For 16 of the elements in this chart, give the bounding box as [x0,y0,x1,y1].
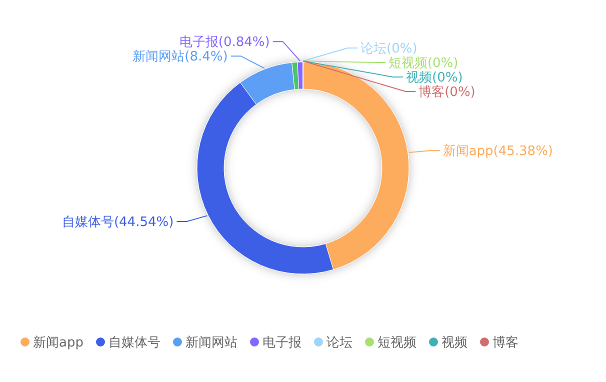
legend-label: 博客 [492,334,518,350]
legend-label: 新闻app [33,336,84,350]
data-label: 电子报(0.84%) [179,35,270,50]
data-label: 自媒体号(44.54%) [62,214,174,230]
legend-label: 新闻网站 [185,336,238,350]
legend-label: 电子报 [262,336,302,350]
text: 短视频(0%) [388,56,458,71]
legend-label: 视频 [441,336,468,350]
data-label: 新闻网站(8.4%) [132,50,228,65]
legend-label: 自媒体号 [108,336,160,350]
text: 论坛(0%) [360,42,418,56]
text: 博客(0%) [418,85,476,100]
legend-label: 短视频 [377,336,416,350]
data-label: 新闻app(45.38%) [442,144,554,160]
text: 视频(0%) [406,70,463,86]
legend-label: 论坛 [326,336,352,350]
